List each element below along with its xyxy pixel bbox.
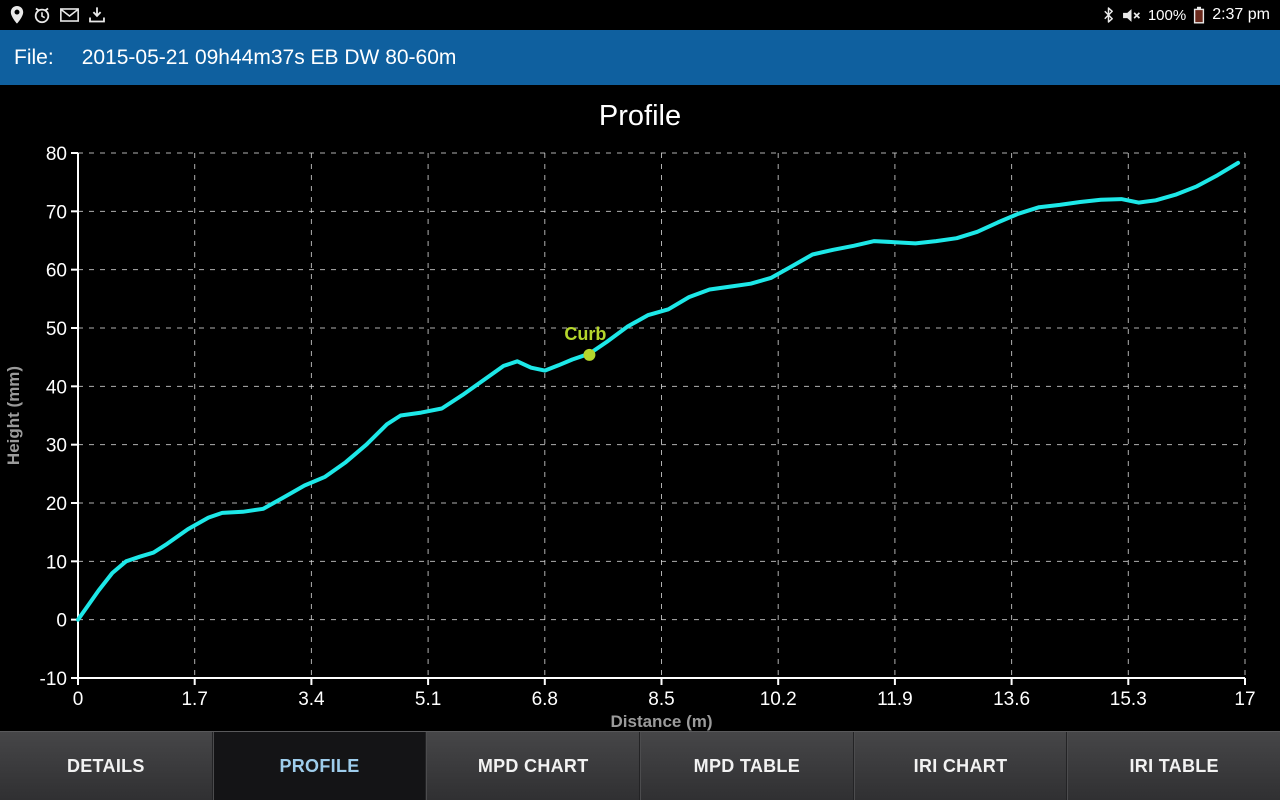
profile-chart-canvas[interactable]: 0 1.7 3.4 5.1 6.8 8.5 10.2 11.9 13.6 15.3 17 -10 0 10… xyxy=(0,85,1280,731)
y-tick-label: 10 xyxy=(46,552,67,573)
x-tick-label: 15.3 xyxy=(1110,689,1147,710)
status-icons-left xyxy=(10,6,106,24)
chart-title: Profile xyxy=(599,100,681,132)
y-tick-label: 60 xyxy=(46,261,67,282)
x-axis-label: Distance (m) xyxy=(610,712,712,731)
battery-percent: 100% xyxy=(1147,6,1187,24)
volume-muted-icon xyxy=(1122,8,1140,22)
bluetooth-icon xyxy=(1104,7,1113,23)
y-tick-label: 50 xyxy=(46,319,67,340)
curb-label: Curb xyxy=(564,324,606,344)
x-tick-label: 3.4 xyxy=(298,689,325,710)
tab-details[interactable]: DETAILS xyxy=(0,732,213,800)
x-tick-label: 10.2 xyxy=(760,689,797,710)
y-axis-label: Height (mm) xyxy=(4,366,23,465)
x-tick-label: 0 xyxy=(73,689,84,710)
profile-chart: 0 1.7 3.4 5.1 6.8 8.5 10.2 11.9 13.6 15.3 17 -10 0 10… xyxy=(0,85,1280,731)
y-tick-label: 20 xyxy=(46,494,67,515)
y-tick-label: 80 xyxy=(46,144,67,165)
file-label: File: xyxy=(14,45,54,69)
status-icons-right: 100% 2:37 pm xyxy=(1102,6,1270,24)
tab-mpd-chart[interactable]: MPD CHART xyxy=(426,732,641,800)
x-tick-label: 1.7 xyxy=(181,689,207,710)
status-time: 2:37 pm xyxy=(1212,6,1270,23)
y-tick-label: 40 xyxy=(46,377,67,398)
x-tick-label: 6.8 xyxy=(532,689,558,710)
x-tick-label: 17 xyxy=(1234,689,1255,710)
file-header: File: 2015-05-21 09h44m37s EB DW 80-60m xyxy=(0,30,1280,85)
curb-marker xyxy=(583,348,596,361)
x-tick-label: 8.5 xyxy=(648,689,674,710)
battery-icon xyxy=(1194,6,1205,24)
tab-iri-chart[interactable]: IRI CHART xyxy=(853,732,1068,800)
status-bar: 100% 2:37 pm xyxy=(0,0,1280,30)
tab-iri-table[interactable]: IRI TABLE xyxy=(1067,732,1280,800)
tab-bar: DETAILS PROFILE MPD CHART MPD TABLE IRI … xyxy=(0,731,1280,800)
profile-line xyxy=(76,160,1241,622)
file-name: 2015-05-21 09h44m37s EB DW 80-60m xyxy=(81,45,457,69)
x-tick-label: 13.6 xyxy=(993,689,1030,710)
y-tick-label: -10 xyxy=(40,669,67,690)
y-tick-label: 30 xyxy=(46,436,67,457)
x-tick-label: 11.9 xyxy=(877,689,913,710)
tab-profile[interactable]: PROFILE xyxy=(212,732,427,800)
y-tick-label: 70 xyxy=(46,202,67,223)
clock-icon xyxy=(34,7,50,24)
download-icon xyxy=(89,7,105,23)
mail-icon xyxy=(60,8,79,22)
tab-mpd-table[interactable]: MPD TABLE xyxy=(640,732,854,800)
y-tick-label: 0 xyxy=(56,611,67,632)
location-pin-icon xyxy=(10,6,24,24)
x-tick-label: 5.1 xyxy=(415,689,441,710)
